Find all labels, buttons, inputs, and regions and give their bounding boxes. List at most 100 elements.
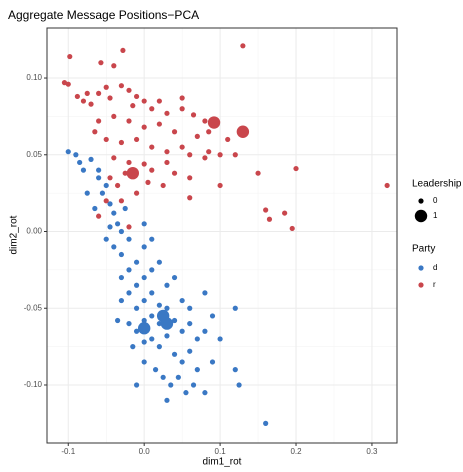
point: [126, 290, 132, 296]
point: [115, 317, 121, 324]
point: [232, 152, 238, 158]
point: [118, 139, 125, 146]
point: [118, 251, 125, 258]
point: [179, 328, 185, 334]
point: [141, 221, 147, 227]
point: [225, 136, 231, 143]
point: [156, 121, 162, 127]
point: [118, 297, 125, 304]
point: [160, 317, 174, 330]
point: [118, 198, 125, 204]
point: [103, 136, 109, 143]
point: [141, 98, 147, 104]
legend-color-key: [418, 265, 424, 271]
point: [160, 182, 166, 189]
point: [77, 159, 83, 166]
point: [171, 170, 178, 176]
point: [96, 175, 102, 181]
point: [263, 420, 269, 426]
point: [133, 382, 140, 388]
x-tick-label: 0.2: [290, 447, 302, 456]
point: [141, 339, 147, 345]
point: [384, 182, 390, 189]
point: [84, 190, 90, 196]
point: [156, 344, 162, 350]
point: [179, 144, 185, 150]
point: [164, 397, 170, 403]
point: [190, 112, 197, 118]
point: [149, 267, 155, 273]
point: [107, 175, 113, 181]
legend-label: 0: [433, 196, 438, 205]
point: [141, 359, 147, 365]
point: [126, 166, 139, 180]
point: [126, 159, 132, 166]
point: [84, 90, 90, 96]
point: [149, 290, 155, 296]
y-tick-label: 0.10: [26, 73, 42, 82]
point: [194, 367, 200, 373]
point: [96, 118, 102, 124]
point: [217, 182, 223, 189]
point: [67, 53, 73, 60]
y-tick-label: 0.00: [26, 227, 42, 236]
point: [190, 382, 197, 388]
chart-title: Aggregate Message Positions−PCA: [8, 8, 199, 22]
point: [103, 84, 109, 90]
point: [217, 152, 223, 158]
point: [133, 136, 140, 143]
point: [111, 63, 117, 69]
point: [133, 282, 140, 288]
x-tick-label: 0.0: [139, 447, 151, 456]
point: [96, 90, 102, 96]
point: [179, 359, 185, 365]
point: [118, 274, 125, 281]
point: [164, 159, 170, 166]
point: [115, 221, 121, 227]
point: [194, 336, 200, 342]
point: [73, 152, 79, 158]
point: [168, 382, 174, 388]
point: [202, 328, 208, 334]
point: [133, 259, 140, 265]
point: [236, 125, 250, 138]
point: [65, 149, 71, 155]
point: [65, 81, 71, 87]
point: [133, 328, 140, 334]
y-tick-label: -0.05: [24, 303, 43, 312]
plot-border: [46, 27, 398, 444]
point: [107, 224, 113, 230]
point: [141, 124, 147, 130]
y-axis-label: dim2_rot: [9, 215, 20, 254]
x-tick-label: 0.1: [215, 447, 227, 456]
point: [232, 367, 238, 373]
point: [118, 228, 125, 235]
point: [187, 320, 193, 327]
point: [293, 165, 299, 172]
point: [164, 110, 170, 116]
point: [152, 367, 159, 373]
point: [255, 170, 261, 176]
point: [122, 170, 128, 176]
legend-size-key: [414, 209, 428, 223]
point: [103, 236, 109, 242]
color-legend-title: Party: [412, 244, 435, 255]
point: [209, 359, 216, 365]
point: [149, 144, 155, 150]
point: [179, 106, 185, 112]
point: [202, 118, 208, 124]
point: [141, 161, 147, 167]
x-tick-label: -0.1: [61, 447, 75, 456]
point: [141, 274, 147, 281]
point: [92, 129, 98, 135]
point: [202, 290, 208, 296]
point: [111, 155, 117, 161]
point: [171, 129, 178, 135]
point: [194, 133, 200, 139]
point: [175, 374, 181, 380]
point: [126, 236, 132, 242]
point: [289, 225, 295, 232]
point: [126, 87, 132, 93]
point: [99, 190, 106, 196]
